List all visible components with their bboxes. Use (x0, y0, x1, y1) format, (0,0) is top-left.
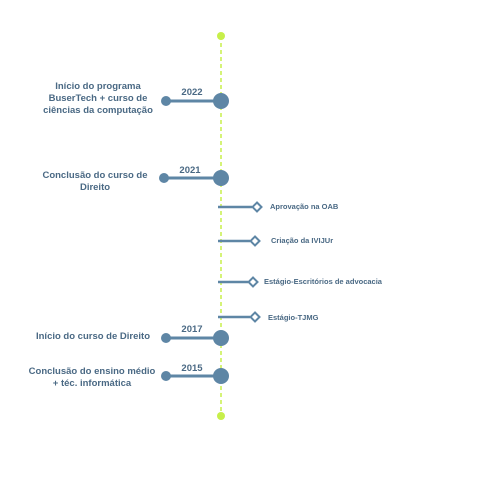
milestone-node-2022 (213, 93, 229, 109)
timeline-end-dot (217, 412, 225, 420)
milestone-label-2017: Início do curso de Direito (18, 331, 168, 343)
event-diamond-3 (249, 278, 258, 287)
milestone-label-2021: Conclusão do curso de Direito (20, 170, 170, 194)
year-label-2022: 2022 (172, 88, 212, 98)
event-label-oab: Aprovação na OAB (270, 202, 338, 211)
event-label-escritorios: Estágio-Escritórios de advocacia (264, 277, 382, 286)
event-diamond-1 (253, 203, 262, 212)
milestone-label-2022: Início do programa BuserTech + curso de … (23, 81, 173, 117)
milestone-label-2015: Conclusão do ensino médio + téc. informá… (17, 366, 167, 390)
year-label-2021: 2021 (170, 166, 210, 176)
event-label-ivijur: Criação da IVIJUr (271, 236, 333, 245)
year-label-2017: 2017 (172, 325, 212, 335)
event-diamond-4 (251, 313, 260, 322)
year-label-2015: 2015 (172, 364, 212, 374)
event-label-tjmg: Estágio-TJMG (268, 313, 318, 322)
milestone-node-2021 (213, 170, 229, 186)
milestone-node-2017 (213, 330, 229, 346)
event-diamond-2 (251, 237, 260, 246)
timeline-start-dot (217, 32, 225, 40)
milestone-node-2015 (213, 368, 229, 384)
